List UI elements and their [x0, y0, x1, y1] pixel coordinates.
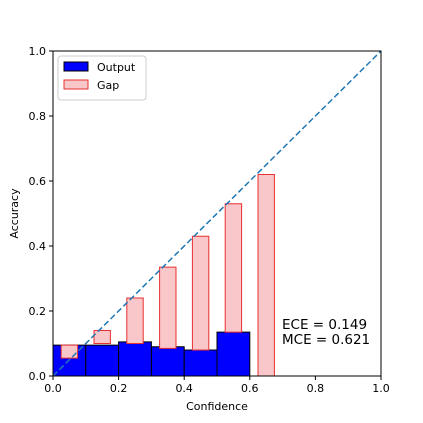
y-tick-label: 0.6 [29, 175, 47, 188]
y-tick-label: 0.4 [29, 240, 47, 253]
x-tick-label: 0.2 [110, 382, 128, 395]
x-tick-label: 0.4 [175, 382, 193, 395]
bars-layer [52, 174, 275, 377]
output-bar [85, 344, 120, 377]
gap-bar [224, 203, 243, 333]
gap-bar [93, 330, 111, 344]
x-axis-label: Confidence [186, 400, 248, 413]
legend-swatch-output [63, 61, 89, 72]
y-tick-label: 0.8 [29, 110, 47, 123]
y-tick-label: 0.0 [29, 370, 47, 383]
output-bar [216, 331, 251, 377]
legend-label-gap: Gap [97, 79, 119, 92]
y-axis-label: Accuracy [8, 188, 21, 239]
legend-swatch-gap [63, 79, 89, 90]
output-bar [183, 349, 218, 377]
ece-annotation: ECE = 0.149 [282, 317, 367, 333]
gap-bar [257, 174, 275, 377]
x-axis-ticks: 0.0 0.2 0.4 0.6 0.8 1.0 [44, 376, 390, 395]
x-tick-label: 0.6 [241, 382, 259, 395]
y-axis-ticks: 0.0 0.2 0.4 0.6 0.8 1.0 [29, 45, 53, 383]
y-tick-label: 0.2 [29, 305, 47, 318]
gap-bar [126, 297, 144, 344]
legend-label-output: Output [97, 61, 136, 74]
plot-frame [52, 50, 382, 377]
gap-bar [60, 344, 79, 359]
y-tick-label: 1.0 [29, 45, 47, 58]
x-tick-label: 0.8 [307, 382, 325, 395]
output-bar [150, 346, 185, 377]
legend: Output Gap [57, 55, 147, 101]
perfect-calibration-line [52, 50, 382, 377]
x-tick-label: 0.0 [44, 382, 62, 395]
output-bar [118, 341, 152, 377]
mce-annotation: MCE = 0.621 [282, 332, 370, 348]
x-tick-label: 1.0 [372, 382, 390, 395]
gap-bar [191, 235, 210, 351]
gap-bar [159, 266, 177, 349]
